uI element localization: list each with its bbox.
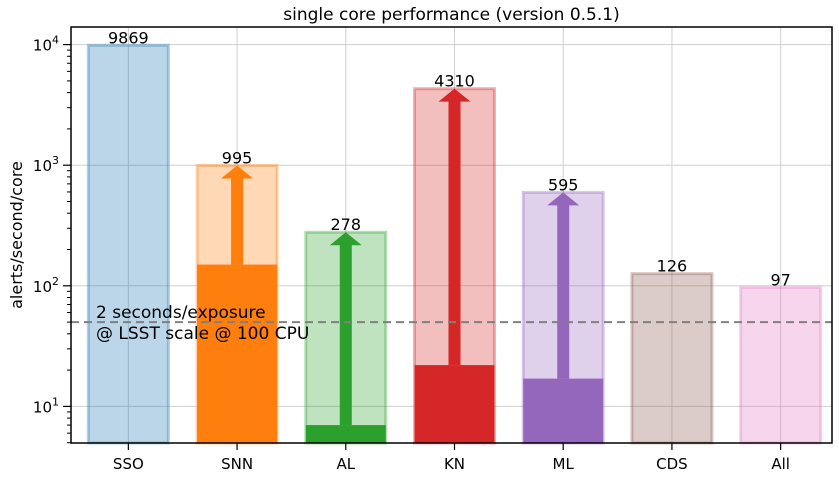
x-tick-label-all: All — [771, 455, 790, 473]
x-tick-label-al: AL — [336, 455, 355, 473]
reference-line-label-2: @ LSST scale @ 100 CPU — [96, 324, 309, 344]
y-tick-label: 103 — [33, 154, 59, 175]
bar-cds — [630, 272, 714, 445]
arrow-al — [329, 232, 362, 426]
x-tick-label-kn: KN — [444, 455, 465, 473]
bar-lower-kn — [414, 365, 495, 443]
bar-all — [739, 285, 823, 445]
y-tick-label: 104 — [33, 34, 59, 55]
value-label-all: 97 — [770, 270, 790, 289]
x-tick-label-snn: SNN — [221, 455, 253, 473]
arrow-kn — [438, 88, 471, 366]
y-tick-label: 102 — [33, 275, 59, 296]
value-label-al: 278 — [331, 215, 362, 234]
x-tick-label-cds: CDS — [656, 455, 688, 473]
bars: 9869 995 278 4310 595 126 97 — [86, 28, 823, 445]
bar-lower-snn — [197, 264, 278, 443]
value-label-snn: 995 — [222, 148, 253, 167]
value-label-cds: 126 — [657, 257, 688, 276]
bar-lower-al — [305, 425, 386, 443]
plot-frame — [70, 26, 833, 444]
reference-line-label-1: 2 seconds/exposure — [96, 303, 266, 323]
bar-lower-ml — [523, 378, 604, 443]
y-axis-label: alerts/second/core — [7, 161, 26, 309]
x-tick-label-ml: ML — [553, 455, 575, 473]
axis-ticks: SSO SNN AL KN ML CDS All 101 102 103 104 — [33, 34, 790, 473]
value-label-sso: 9869 — [108, 28, 149, 47]
bar-sso — [86, 43, 170, 445]
arrow-ml — [547, 192, 580, 379]
y-tick-label: 101 — [33, 395, 59, 416]
value-label-ml: 595 — [548, 175, 579, 194]
chart-title: single core performance (version 0.5.1) — [283, 5, 619, 25]
x-tick-label-sso: SSO — [113, 455, 144, 473]
value-label-kn: 4310 — [434, 72, 475, 91]
arrow-snn — [221, 165, 254, 265]
